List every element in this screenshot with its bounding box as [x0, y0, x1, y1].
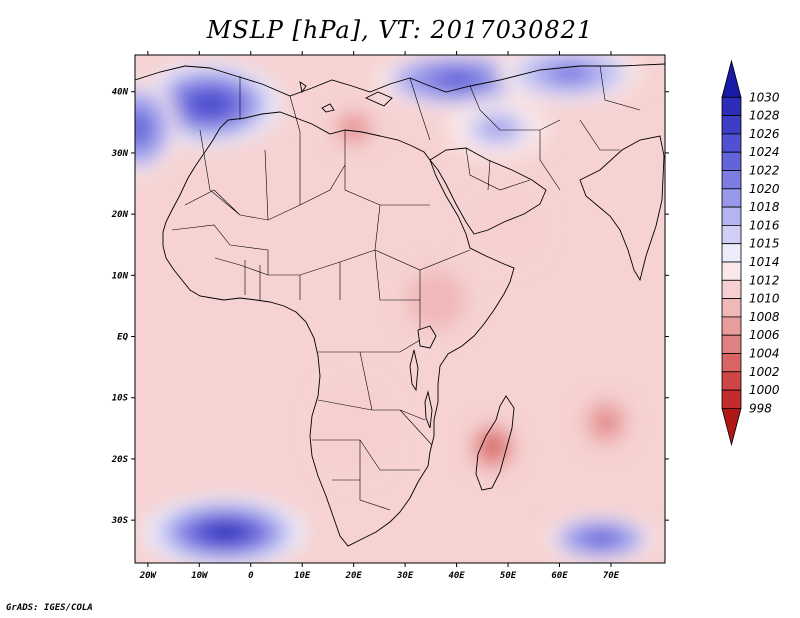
colorbar-swatch [721, 279, 742, 299]
low-arabian-low [472, 189, 545, 264]
high-northwest-atlantic-high [137, 61, 282, 147]
colorbar-swatch [721, 389, 742, 409]
lat-tick-label: 10N [112, 271, 129, 281]
colorbar-label: 1006 [749, 328, 780, 342]
colorbar-swatch [721, 298, 742, 318]
high-iranian-high [446, 97, 550, 160]
grads-credit: GrADS: IGES/COLA [6, 603, 93, 613]
colorbar-swatch [721, 170, 742, 190]
high-southwest-indian-ocean-high [544, 514, 658, 563]
lat-tick-label: 30S [111, 516, 129, 526]
lat-tick-label: 20S [111, 455, 129, 465]
madagascar-coastline [475, 395, 515, 491]
lon-tick-label: 20W [139, 571, 158, 581]
lon-tick-label: 40E [448, 571, 465, 581]
lon-tick-label: 70E [603, 571, 620, 581]
colorbar-label: 1008 [749, 310, 780, 324]
lat-tick-label: 10S [112, 394, 129, 404]
high-south-atlantic-high [142, 495, 308, 563]
colorbar: 1030 1028 1026 1024 1022 1020 1018 1016 1015 1014… [721, 59, 780, 447]
lon-tick-label: 0 [248, 571, 254, 581]
lon-tick-label: 30E [396, 571, 414, 581]
lake-malawi [424, 390, 433, 429]
colorbar-label: 1030 [749, 90, 780, 104]
india-coastline [579, 135, 665, 282]
lake-tanganyika [409, 349, 419, 392]
low-libyan-low [333, 110, 375, 147]
high-black-sea-anatolia-high [374, 55, 539, 111]
colorbar-swatch [721, 243, 742, 263]
colorbar-label: 1026 [749, 127, 780, 141]
lat-tick-label: 40N [112, 88, 129, 98]
lon-tick-label: 50E [500, 571, 517, 581]
colorbar-swatch [721, 96, 742, 117]
colorbar-label: 1010 [749, 292, 780, 306]
lake-victoria [417, 325, 437, 349]
colorbar-swatch [721, 224, 742, 245]
colorbar-label: 1002 [749, 365, 780, 379]
coastlines [135, 63, 665, 547]
lon-tick-label: 10E [294, 571, 311, 581]
lat-tick-label: 30N [111, 149, 129, 159]
high-azores-ridge [135, 79, 179, 178]
high-central-asia-high [497, 55, 642, 104]
colorbar-swatch [721, 334, 742, 354]
colorbar-label: 1022 [749, 164, 780, 178]
low-ethiopian-trough [400, 263, 473, 337]
europe-coastline [135, 63, 665, 97]
colorbar-label: 998 [749, 401, 772, 415]
lon-tick-label: 60E [551, 571, 568, 581]
map-title: MSLP [hPa], VT: 2017030821 [206, 16, 594, 44]
arabia-coastline [429, 147, 547, 235]
colorbar-swatch [721, 133, 742, 153]
colorbar-label: 1028 [749, 109, 780, 123]
mediterranean-islands [299, 81, 393, 113]
plot-frame [134, 54, 666, 564]
colorbar-swatch [721, 261, 742, 281]
colorbar-label: 1000 [749, 383, 780, 397]
colorbar-label: 1018 [749, 200, 780, 214]
africa-coastline [162, 111, 515, 547]
colorbar-swatch [721, 151, 742, 171]
colorbar-swatch [721, 316, 742, 336]
low-madagascar-low [469, 422, 516, 472]
colorbar-label: 1014 [749, 255, 780, 269]
pressure-field [135, 55, 665, 563]
pressure-systems [135, 55, 658, 563]
colorbar-swatch [721, 188, 742, 208]
lon-tick-label: 20E [345, 571, 363, 581]
colorbar-label: 1016 [749, 218, 780, 232]
lat-tick-label: EQ [117, 333, 128, 343]
colorbar-label: 1015 [749, 237, 780, 251]
colorbar-swatch [721, 206, 742, 226]
colorbar-swatch [721, 371, 742, 391]
lon-tick-label: 10W [191, 571, 209, 581]
colorbar-swatch [721, 353, 742, 373]
map-axes: 20W 10W 0 10E 20E 30E 40E 50E 60E 70E 40N 30N 20N 10N… [111, 51, 669, 581]
colorbar-swatch [721, 59, 742, 98]
low-angola-low [312, 379, 395, 478]
colorbar-label: 1004 [749, 347, 780, 361]
colorbar-swatch [721, 115, 742, 135]
colorbar-label: 1012 [749, 273, 780, 287]
country-borders [171, 65, 641, 511]
lat-tick-label: 20N [111, 210, 129, 220]
colorbar-swatch [721, 407, 742, 447]
colorbar-label: 1024 [749, 145, 780, 159]
low-indian-ocean-low [582, 397, 629, 447]
colorbar-label: 1020 [749, 182, 780, 196]
